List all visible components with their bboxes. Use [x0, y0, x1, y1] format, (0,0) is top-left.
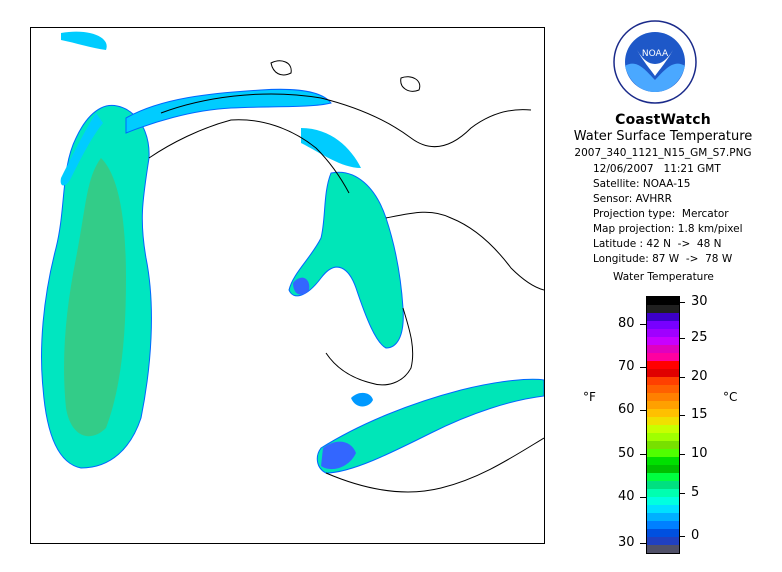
colorbar-segment — [647, 393, 679, 401]
colorbar-segment — [647, 441, 679, 449]
satellite-label: Satellite: NOAA-15 — [593, 178, 691, 190]
colorbar-segment — [647, 313, 679, 321]
colorbar-segment — [647, 529, 679, 537]
fahrenheit-tick-mark — [640, 543, 646, 544]
celsius-tick-mark — [679, 415, 685, 416]
colorbar-segment — [647, 345, 679, 353]
colorbar-segment — [647, 537, 679, 545]
fahrenheit-tick-mark — [640, 410, 646, 411]
celsius-tick-mark — [679, 454, 685, 455]
celsius-tick-label: 5 — [691, 485, 700, 500]
colorbar-segment — [647, 473, 679, 481]
green-bay — [60, 113, 103, 186]
colorbar-segment — [647, 465, 679, 473]
latitude-label: Latitude : 42 N -> 48 N — [593, 238, 722, 250]
celsius-tick-label: 30 — [691, 294, 708, 309]
colorbar-segment — [647, 513, 679, 521]
coastline-north — [160, 93, 532, 148]
noaa-logo: NOAA — [613, 20, 697, 104]
projection-type-label: Projection type: Mercator — [593, 208, 729, 220]
colorbar-segment — [647, 297, 679, 305]
colorbar-segment — [647, 417, 679, 425]
fahrenheit-tick-label: 50 — [618, 446, 635, 461]
celsius-tick-mark — [679, 377, 685, 378]
lake-superior — [125, 88, 332, 134]
fahrenheit-tick-label: 40 — [618, 489, 635, 504]
product-subtitle: Water Surface Temperature — [573, 129, 753, 144]
longitude-label: Longitude: 87 W -> 78 W — [593, 253, 733, 265]
temperature-colorbar — [646, 296, 680, 554]
map-projection-label: Map projection: 1.8 km/pixel — [593, 223, 743, 235]
coastline-michigan-east — [148, 119, 350, 194]
celsius-tick-mark — [679, 493, 685, 494]
lake-superior-east — [61, 31, 107, 50]
unit-celsius: °C — [723, 390, 738, 404]
celsius-tick-label: 0 — [691, 528, 700, 543]
coastline-thumb — [325, 307, 414, 386]
lake-st-clair — [351, 392, 373, 407]
colorbar-segment — [647, 545, 679, 553]
colorbar-segment — [647, 329, 679, 337]
fahrenheit-tick-mark — [640, 367, 646, 368]
colorbar-segment — [647, 377, 679, 385]
colorbar-segment — [647, 385, 679, 393]
celsius-tick-label: 10 — [691, 446, 708, 461]
colorbar-segment — [647, 337, 679, 345]
coastline-ontario — [385, 211, 544, 291]
fahrenheit-tick-mark — [640, 454, 646, 455]
colorbar-segment — [647, 369, 679, 377]
celsius-tick-label: 15 — [691, 407, 708, 422]
product-filename: 2007_340_1121_N15_GM_S7.PNG — [574, 147, 752, 159]
unit-fahrenheit: °F — [583, 390, 596, 404]
celsius-tick-label: 20 — [691, 369, 708, 384]
celsius-tick-mark — [679, 536, 685, 537]
noaa-logo-text: NOAA — [642, 49, 669, 59]
celsius-tick-label: 25 — [691, 330, 708, 345]
coastline-islands — [270, 60, 421, 92]
colorbar-segment — [647, 457, 679, 465]
colorbar-segment — [647, 305, 679, 313]
fahrenheit-tick-mark — [640, 324, 646, 325]
colorbar-segment — [647, 353, 679, 361]
satellite-map — [30, 27, 545, 544]
celsius-tick-mark — [679, 338, 685, 339]
colorbar-segment — [647, 321, 679, 329]
fahrenheit-tick-mark — [640, 497, 646, 498]
colorbar-segment — [647, 433, 679, 441]
date-time: 12/06/2007 11:21 GMT — [593, 163, 721, 175]
coastline-ohio — [325, 437, 544, 493]
lake-michigan-core — [64, 158, 126, 437]
colorbar-segment — [647, 401, 679, 409]
great-lakes-map — [41, 31, 544, 493]
fahrenheit-tick-label: 60 — [618, 402, 635, 417]
colorbar-segment — [647, 409, 679, 417]
fahrenheit-tick-label: 80 — [618, 316, 635, 331]
lake-erie-west — [321, 441, 356, 470]
fahrenheit-tick-label: 70 — [618, 359, 635, 374]
colorbar-segment — [647, 497, 679, 505]
colorbar-segment — [647, 361, 679, 369]
product-title: CoastWatch — [615, 112, 711, 128]
colorbar-segment — [647, 449, 679, 457]
legend-title: Water Temperature — [613, 271, 714, 283]
saginaw-bay — [293, 277, 310, 295]
sensor-label: Sensor: AVHRR — [593, 193, 672, 205]
colorbar-segment — [647, 481, 679, 489]
georgian-bay — [301, 128, 361, 168]
fahrenheit-tick-label: 30 — [618, 535, 635, 550]
celsius-tick-mark — [679, 302, 685, 303]
colorbar-segment — [647, 521, 679, 529]
colorbar-segment — [647, 489, 679, 497]
lake-huron — [288, 171, 404, 349]
colorbar-segment — [647, 425, 679, 433]
colorbar-segment — [647, 505, 679, 513]
